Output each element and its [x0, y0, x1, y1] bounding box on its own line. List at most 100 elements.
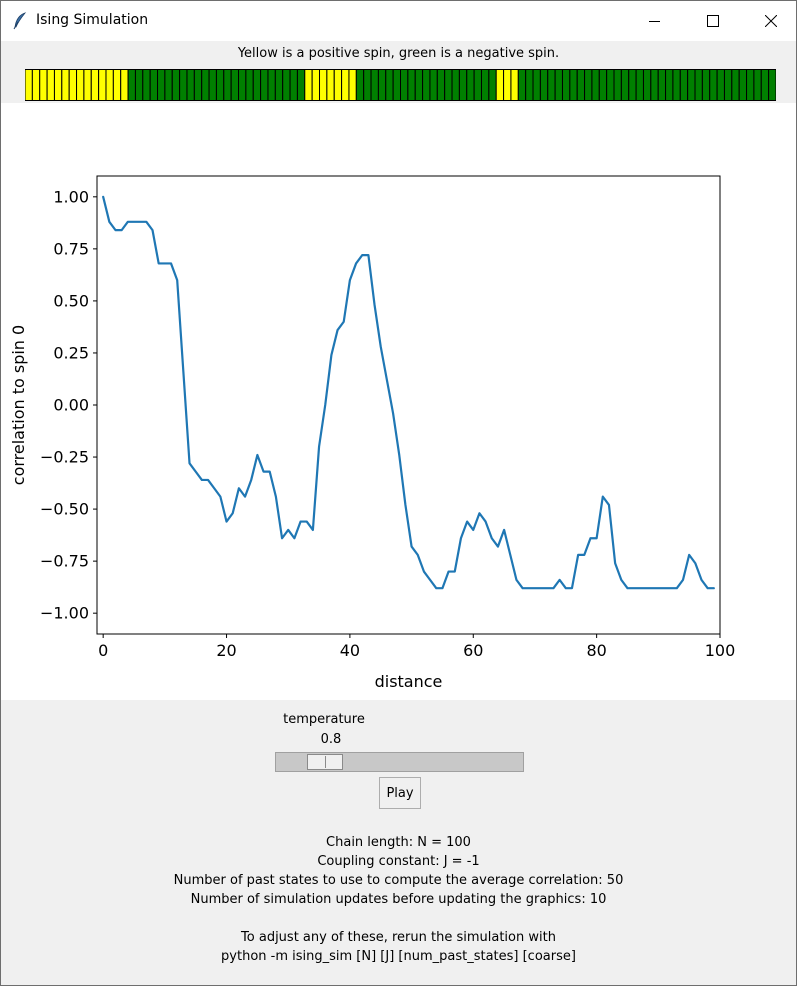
spin-cell — [61, 69, 70, 101]
spin-cell — [495, 69, 505, 101]
info-command: python -m ising_sim [N] [J] [num_past_st… — [221, 949, 576, 964]
plot-frame — [96, 175, 721, 635]
spin-cell — [532, 69, 541, 101]
spin-cell — [127, 69, 136, 101]
spin-cell — [134, 69, 144, 101]
spin-cell — [400, 69, 409, 101]
spin-cell — [554, 69, 563, 101]
spin-cell — [768, 69, 776, 101]
spin-cell — [517, 69, 527, 101]
spin-cell — [458, 69, 468, 101]
spin-cell — [348, 69, 357, 101]
spin-chain-canvas — [25, 69, 776, 101]
spin-cell — [709, 69, 718, 101]
x-tick-label: 0 — [98, 641, 108, 660]
spin-cell — [429, 69, 438, 101]
spin-cell — [561, 69, 571, 101]
spin-legend-text: Yellow is a positive spin, green is a ne… — [237, 46, 560, 61]
spin-cell — [569, 69, 578, 101]
spin-cell — [370, 69, 379, 101]
spin-cell — [650, 69, 659, 101]
spin-cell — [436, 69, 446, 101]
spin-cell — [282, 69, 291, 101]
spin-cell — [701, 69, 711, 101]
spin-cell — [245, 69, 254, 101]
x-tick-label: 40 — [340, 641, 360, 660]
info-coupling-constant: Coupling constant: J = -1 — [317, 854, 480, 869]
spin-cell — [25, 69, 33, 101]
play-button[interactable]: Play — [379, 777, 421, 809]
slider-grip — [324, 756, 326, 768]
spin-cell — [731, 69, 740, 101]
spin-cell — [598, 69, 608, 101]
y-tick-label: 1.00 — [53, 187, 89, 206]
x-axis-label: distance — [375, 672, 443, 691]
temperature-slider[interactable] — [275, 752, 524, 772]
spin-cell — [341, 69, 350, 101]
info-updates: Number of simulation updates before upda… — [190, 892, 607, 907]
spin-cell — [31, 69, 41, 101]
spin-cell — [186, 69, 195, 101]
spin-cell — [488, 69, 497, 101]
spin-cell — [539, 69, 549, 101]
spin-cell — [547, 69, 556, 101]
spin-cell — [591, 69, 600, 101]
simulation-info: Chain length: N = 100 Coupling constant:… — [1, 833, 796, 966]
temperature-value: 0.8 — [320, 732, 342, 747]
spin-cell — [53, 69, 63, 101]
spin-cell — [355, 69, 365, 101]
spin-cell — [215, 69, 225, 101]
spin-cell — [414, 69, 424, 101]
close-button[interactable] — [742, 1, 797, 41]
spin-cell — [672, 69, 681, 101]
close-icon — [765, 15, 777, 27]
spin-cell — [584, 69, 593, 101]
plot-area: 0 20 40 60 80 100 1.00 0.75 0.50 0.25 0.00 −0.25 −0.… — [1, 103, 796, 700]
spin-cell — [260, 69, 269, 101]
spin-cell — [267, 69, 276, 101]
spin-cell — [422, 69, 431, 101]
spin-cell — [473, 69, 482, 101]
spin-cell — [208, 69, 217, 101]
title-bar[interactable]: Ising Simulation — [1, 1, 796, 41]
spin-cell — [451, 69, 460, 101]
spin-cell — [326, 69, 335, 101]
spin-cell — [157, 69, 166, 101]
spin-cell — [687, 69, 696, 101]
spin-cell — [694, 69, 703, 101]
y-tick-label: 0.50 — [53, 291, 89, 310]
spin-cell — [510, 69, 519, 101]
info-spacer — [1, 909, 796, 928]
maximize-icon — [707, 15, 719, 27]
correlation-line — [102, 195, 715, 590]
feather-icon — [12, 12, 28, 30]
spin-cell — [120, 69, 129, 101]
temperature-label: temperature — [283, 712, 365, 727]
y-tick-label: −0.25 — [40, 448, 89, 467]
spin-cell — [304, 69, 313, 101]
spin-cell — [238, 69, 247, 101]
spin-cell — [746, 69, 755, 101]
spin-cell — [311, 69, 321, 101]
spin-cell — [466, 69, 475, 101]
spin-cell — [319, 69, 328, 101]
spin-cell — [385, 69, 394, 101]
temperature-slider-handle[interactable] — [306, 754, 343, 770]
spin-cell — [606, 69, 615, 101]
window-title: Ising Simulation — [36, 12, 149, 28]
spin-cell — [635, 69, 644, 101]
spin-cell — [407, 69, 416, 101]
y-tick-label: 0.75 — [53, 239, 89, 258]
spin-cell — [480, 69, 490, 101]
spin-cell — [296, 69, 306, 101]
maximize-button[interactable] — [684, 1, 742, 41]
x-tick-label: 60 — [463, 641, 483, 660]
info-chain-length: Chain length: N = 100 — [326, 835, 471, 850]
spin-cell — [679, 69, 689, 101]
spin-cell — [164, 69, 173, 101]
y-tick-label: −0.75 — [40, 552, 89, 571]
y-tick-label: 0.25 — [53, 343, 89, 362]
minimize-button[interactable] — [626, 1, 684, 41]
spin-cell — [723, 69, 733, 101]
spin-cell — [105, 69, 114, 101]
